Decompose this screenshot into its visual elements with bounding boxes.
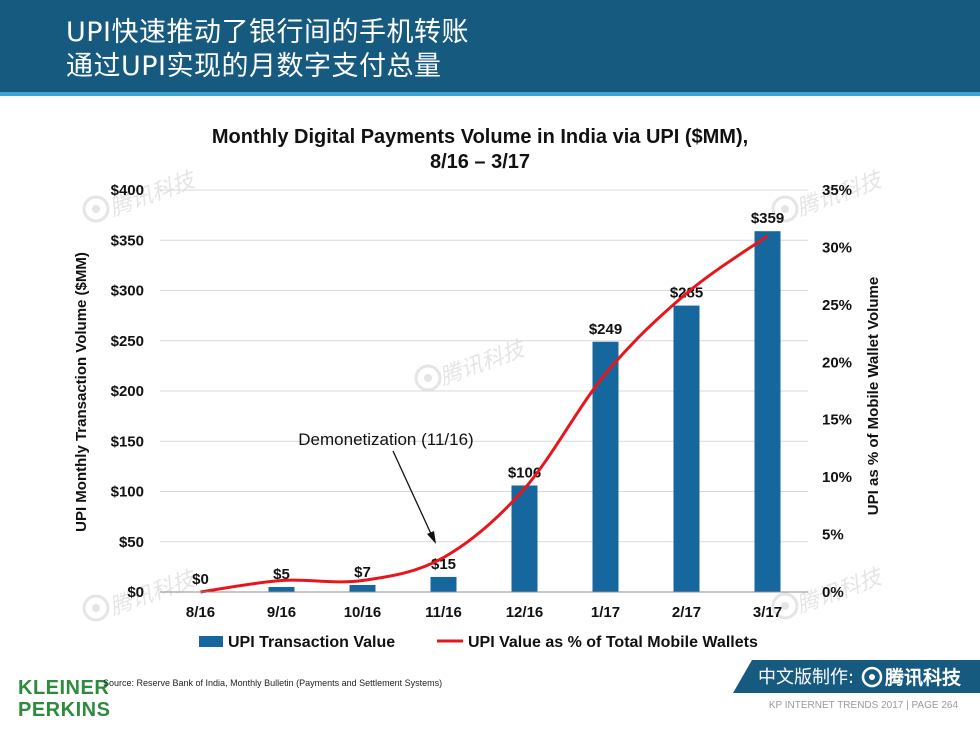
bar-value-label: $7 [354,564,371,581]
x-tick-label: 1/17 [591,604,620,621]
y-tick-left: $250 [111,333,144,350]
demonetization-annotation: Demonetization (11/16) [298,430,473,449]
watermark-icon [82,195,110,223]
y-tick-right: 10% [822,469,852,486]
gridlines [160,189,808,593]
annotation-arrow [392,450,436,544]
x-tick-label: 8/16 [186,604,215,621]
bar-value-label: $249 [589,321,622,338]
y-tick-left: $350 [111,232,144,249]
kleiner-perkins-logo: KLEINER PERKINS [18,677,111,721]
bar-value-label: $0 [192,571,209,588]
y-tick-right: 5% [822,527,844,544]
bar [349,584,376,592]
x-tick-label: 9/16 [267,604,296,621]
chart-title-line1: Monthly Digital Payments Volume in India… [212,126,748,148]
header-stripe [0,92,980,96]
watermark-text: 腾讯科技 [437,336,531,391]
legend-bar-swatch [199,636,223,647]
y-tick-left: $100 [111,484,144,501]
y-axis-right: 0% 5% 10% 15% 20% 25% 30% 35% [822,182,852,601]
y-axis-left: $0 $50 $100 $150 $200 $250 $300 $350 $400 [111,182,144,601]
bar [268,586,295,592]
badge-prefix: 中文版制作: [758,667,854,688]
header-title-line1: UPI快速推动了银行间的手机转账 [66,17,470,48]
x-tick-label: 11/16 [425,604,462,621]
watermark-icon [771,195,799,223]
chart: Monthly Digital Payments Volume in India… [73,126,888,651]
y-tick-right: 20% [822,354,852,371]
page-footer: KP INTERNET TRENDS 2017 | PAGE 264 [768,700,958,711]
bar-value-label: $359 [751,210,784,227]
watermark-icon [82,594,110,622]
y-tick-right: 30% [822,239,852,256]
y-tick-left: $400 [111,182,144,199]
bar-value-label: $5 [273,566,290,583]
source-note: Source: Reserve Bank of India, Monthly B… [103,678,443,688]
watermark-icon [771,592,799,620]
bar [673,305,700,592]
bar [430,576,457,592]
chart-title-line2: 8/16 – 3/17 [430,151,530,173]
y-tick-left: $200 [111,383,144,400]
y-tick-left: $300 [111,283,144,300]
x-tick-label: 2/17 [672,604,701,621]
bar [754,231,781,592]
legend-bar-label: UPI Transaction Value [228,634,395,651]
y-tick-left: $0 [127,584,144,601]
y-tick-left: $150 [111,433,144,450]
x-tick-label: 10/16 [344,604,382,621]
x-tick-label: 3/17 [753,604,782,621]
badge-brand: 腾讯科技 [884,666,962,689]
bar-series: $0 $5 $7 $15$106$249$285$359 [192,210,784,592]
y-tick-right: 15% [822,412,852,429]
legend-line-label: UPI Value as % of Total Mobile Wallets [468,634,758,651]
y-axis-left-title: UPI Monthly Transaction Volume ($MM) [73,252,90,532]
y-tick-right: 0% [822,584,844,601]
header-title-line2: 通过UPI实现的月数字支付总量 [66,51,442,82]
bar [592,341,619,592]
line-path [200,234,769,594]
line-series [200,234,769,594]
header-bar: UPI快速推动了银行间的手机转账 通过UPI实现的月数字支付总量 [0,0,980,92]
y-axis-right-title: UPI as % of Mobile Wallet Volume [865,277,882,515]
y-tick-right: 35% [822,182,852,199]
y-tick-right: 25% [822,297,852,314]
x-axis: 8/16 9/16 10/16 11/16 12/16 1/17 2/17 3/17 [160,591,808,621]
watermark-icon [414,364,442,392]
x-tick-label: 12/16 [506,604,544,621]
y-tick-left: $50 [119,534,144,551]
bar [511,485,538,592]
tencent-logo-icon [861,666,883,688]
